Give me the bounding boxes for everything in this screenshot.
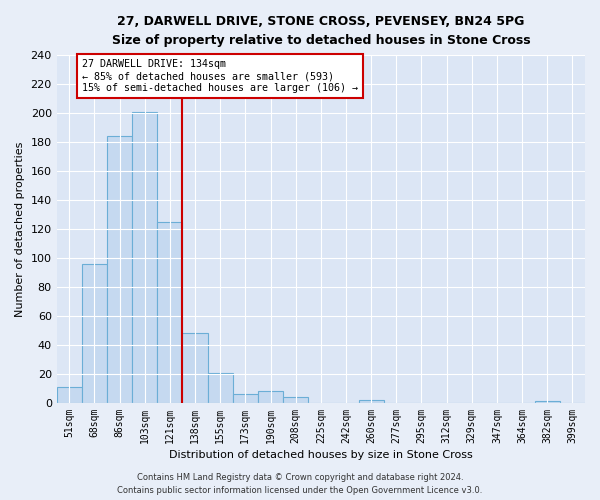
Bar [56,387,82,403]
Bar [258,392,283,403]
Bar [283,397,308,403]
Text: Contains HM Land Registry data © Crown copyright and database right 2024.
Contai: Contains HM Land Registry data © Crown c… [118,473,482,495]
Y-axis label: Number of detached properties: Number of detached properties [15,142,25,316]
Bar [157,222,182,403]
Bar [182,334,208,403]
X-axis label: Distribution of detached houses by size in Stone Cross: Distribution of detached houses by size … [169,450,473,460]
Text: 27 DARWELL DRIVE: 134sqm
← 85% of detached houses are smaller (593)
15% of semi-: 27 DARWELL DRIVE: 134sqm ← 85% of detach… [82,60,358,92]
Bar [82,264,107,403]
Bar [107,136,132,403]
Bar [359,400,384,403]
Bar [132,112,157,403]
Bar [535,402,560,403]
Title: 27, DARWELL DRIVE, STONE CROSS, PEVENSEY, BN24 5PG
Size of property relative to : 27, DARWELL DRIVE, STONE CROSS, PEVENSEY… [112,15,530,47]
Bar [233,394,258,403]
Bar [208,372,233,403]
